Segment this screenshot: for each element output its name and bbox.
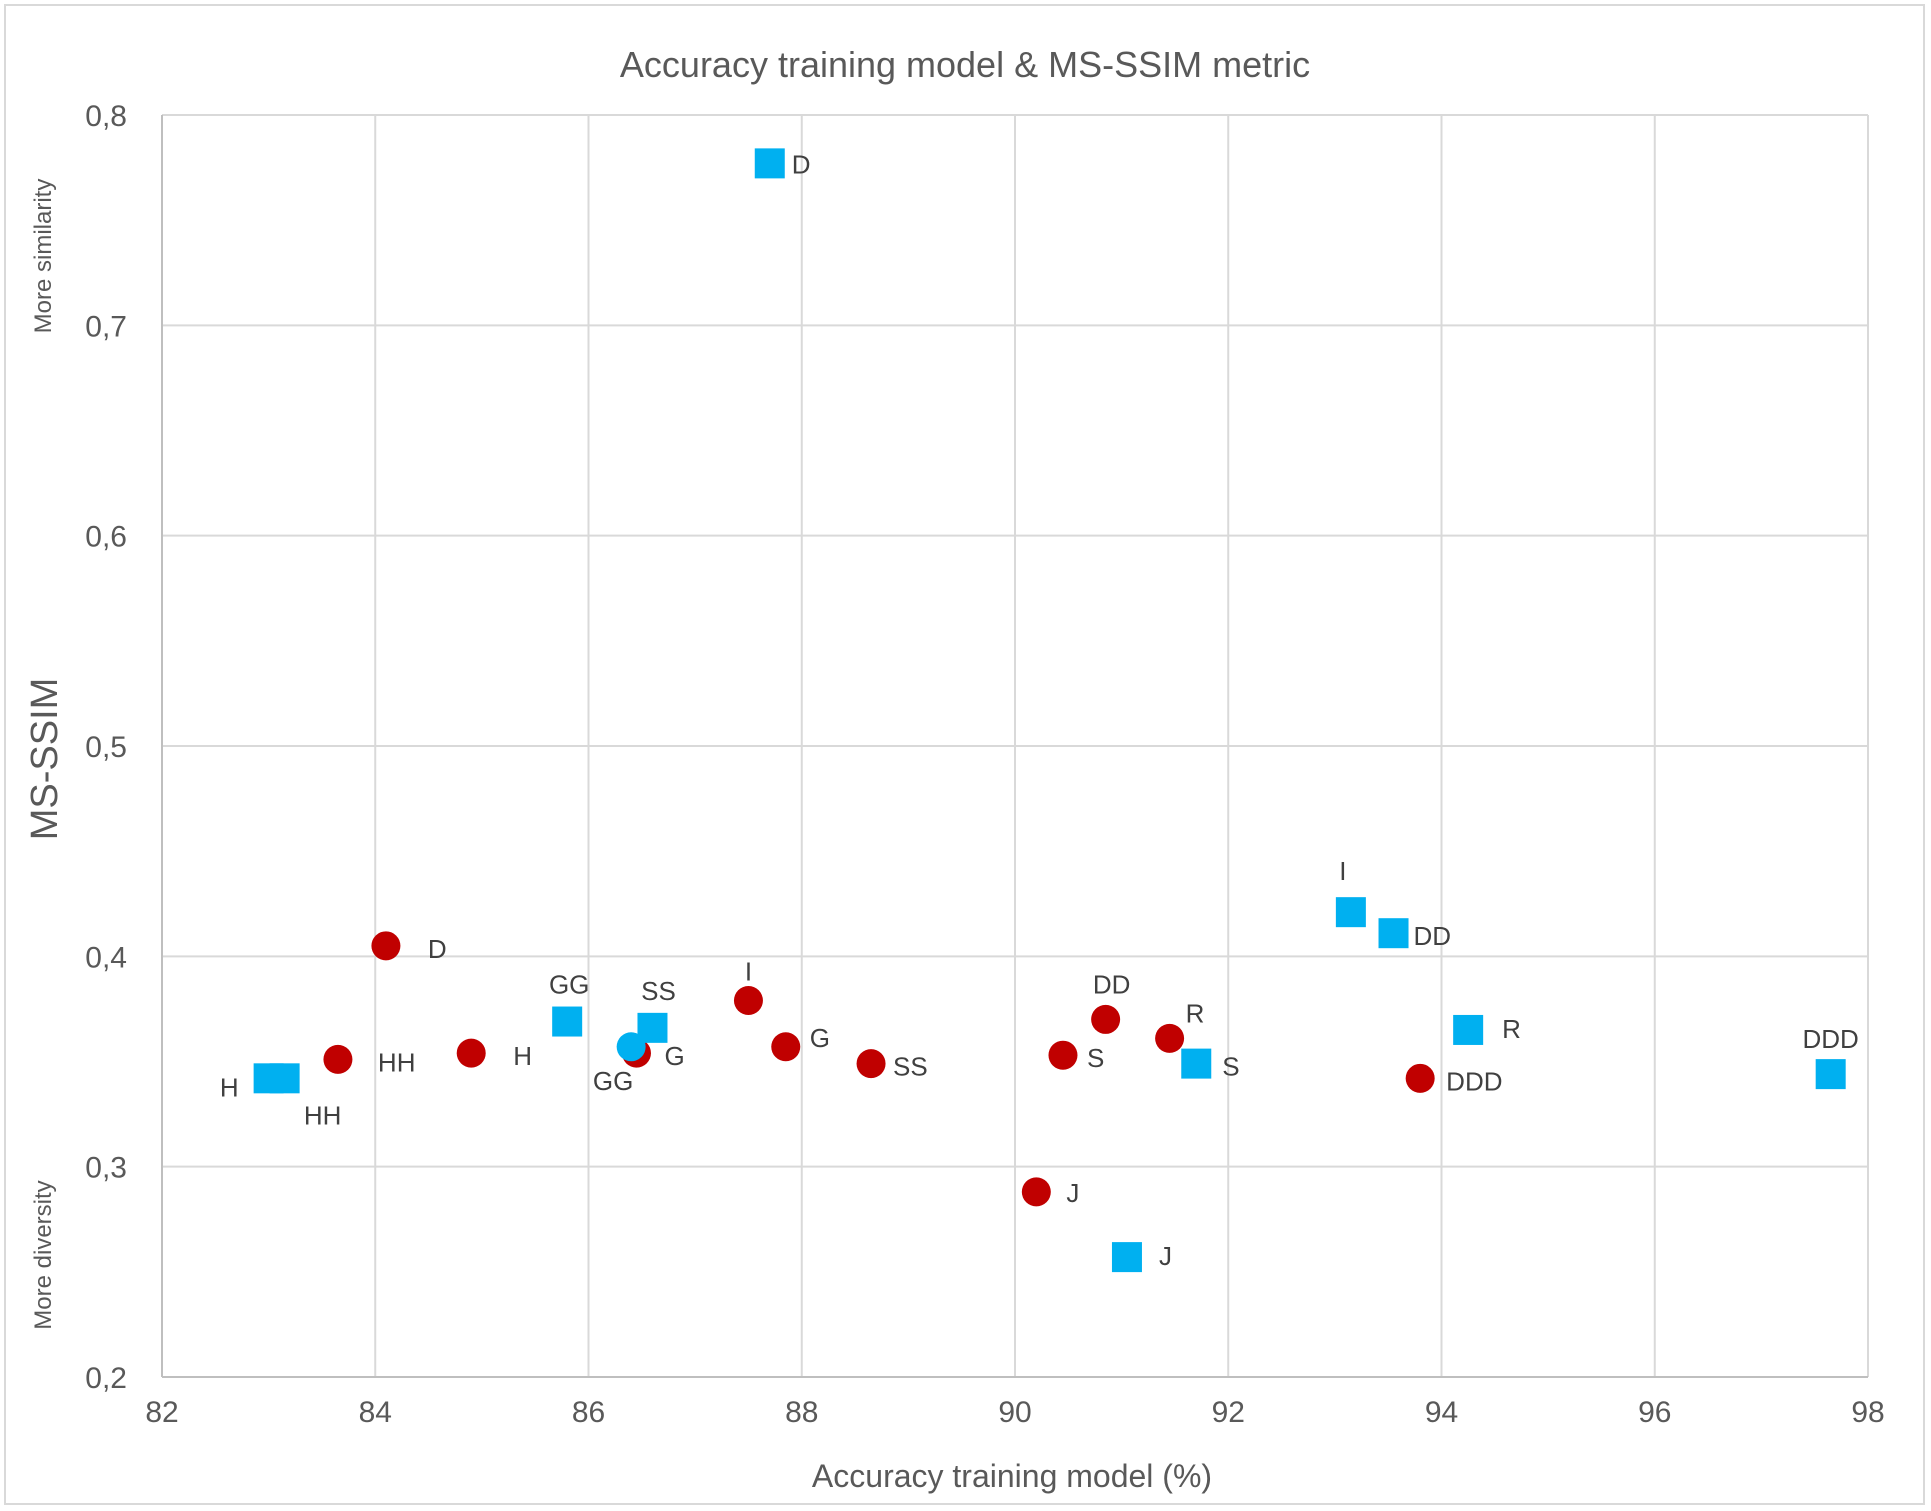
point-label: R	[1502, 1014, 1521, 1044]
y-note-diversity: More diversity	[30, 1180, 57, 1329]
x-tick-label: 98	[1851, 1396, 1884, 1429]
x-tick-label: 88	[785, 1396, 818, 1429]
point-label: GG	[593, 1066, 633, 1096]
circle-marker	[456, 1038, 486, 1068]
y-tick-label: 0,6	[85, 521, 127, 554]
x-tick-label: 94	[1425, 1396, 1458, 1429]
x-tick-label: 96	[1638, 1396, 1671, 1429]
circle-marker	[1048, 1040, 1078, 1070]
square-marker	[1453, 1014, 1484, 1045]
circle-marker	[1155, 1023, 1185, 1053]
circle-marker	[616, 1032, 646, 1062]
point-label: J	[1066, 1178, 1079, 1208]
square-marker	[1111, 1242, 1142, 1273]
point-label: D	[428, 934, 447, 964]
point-label: I	[1339, 856, 1346, 886]
point-label: DD	[1093, 969, 1131, 999]
x-tick-label: 84	[359, 1396, 392, 1429]
y-tick-label: 0,7	[85, 310, 127, 343]
x-tick-label: 82	[145, 1396, 178, 1429]
point-label: D	[792, 149, 811, 179]
circle-marker	[1405, 1063, 1435, 1093]
tick-labels: 82 84 86 88 90 92 94 96 98 0,2 0,3 0,4 0,5 0,6 0,7 0,8	[85, 100, 1884, 1429]
point-label: SS	[893, 1052, 928, 1082]
square-marker	[1378, 918, 1409, 949]
circle-marker	[371, 931, 401, 961]
circle-marker	[856, 1049, 886, 1079]
point-label: DD	[1414, 921, 1452, 951]
square-marker	[1815, 1059, 1846, 1090]
point-label: GG	[549, 970, 589, 1000]
point-label: J	[1159, 1241, 1172, 1271]
point-label: G	[664, 1041, 684, 1071]
x-tick-label: 86	[572, 1396, 605, 1429]
y-tick-label: 0,3	[85, 1152, 127, 1185]
circle-marker	[1021, 1177, 1051, 1207]
x-axis-title: Accuracy training model (%)	[812, 1458, 1212, 1494]
square-marker	[1181, 1048, 1212, 1079]
point-label: S	[1087, 1043, 1104, 1073]
square-marker	[1335, 897, 1366, 928]
point-label: H	[220, 1072, 239, 1102]
markers	[253, 148, 1846, 1273]
x-tick-label: 90	[998, 1396, 1031, 1429]
y-axis-title: MS-SSIM	[24, 678, 66, 841]
y-tick-label: 0,2	[85, 1362, 127, 1395]
point-label: DDD	[1446, 1066, 1502, 1096]
point-label: R	[1186, 998, 1205, 1028]
circle-marker	[1091, 1004, 1121, 1034]
y-tick-label: 0,4	[85, 941, 127, 974]
square-marker	[269, 1063, 300, 1094]
x-tick-label: 92	[1212, 1396, 1245, 1429]
circle-marker	[323, 1044, 353, 1074]
y-tick-label: 0,5	[85, 731, 127, 764]
chart-frame	[4, 4, 1925, 1505]
circle-marker	[733, 986, 763, 1016]
point-label: G	[810, 1023, 830, 1053]
point-label: I	[745, 957, 752, 987]
grid-layer	[161, 114, 1869, 1378]
chart-title: Accuracy training model & MS-SSIM metric	[620, 44, 1310, 85]
point-label: S	[1222, 1052, 1239, 1082]
square-marker	[754, 148, 785, 179]
point-label: HH	[378, 1047, 416, 1077]
square-marker	[552, 1006, 583, 1037]
y-tick-label: 0,8	[85, 100, 127, 133]
point-label: SS	[641, 976, 676, 1006]
point-label: HH	[304, 1100, 342, 1130]
circle-marker	[771, 1032, 801, 1062]
axis-layer	[161, 115, 1868, 1378]
y-note-similarity: More similarity	[30, 179, 57, 334]
point-label: DDD	[1803, 1024, 1859, 1054]
point-label: H	[513, 1041, 532, 1071]
